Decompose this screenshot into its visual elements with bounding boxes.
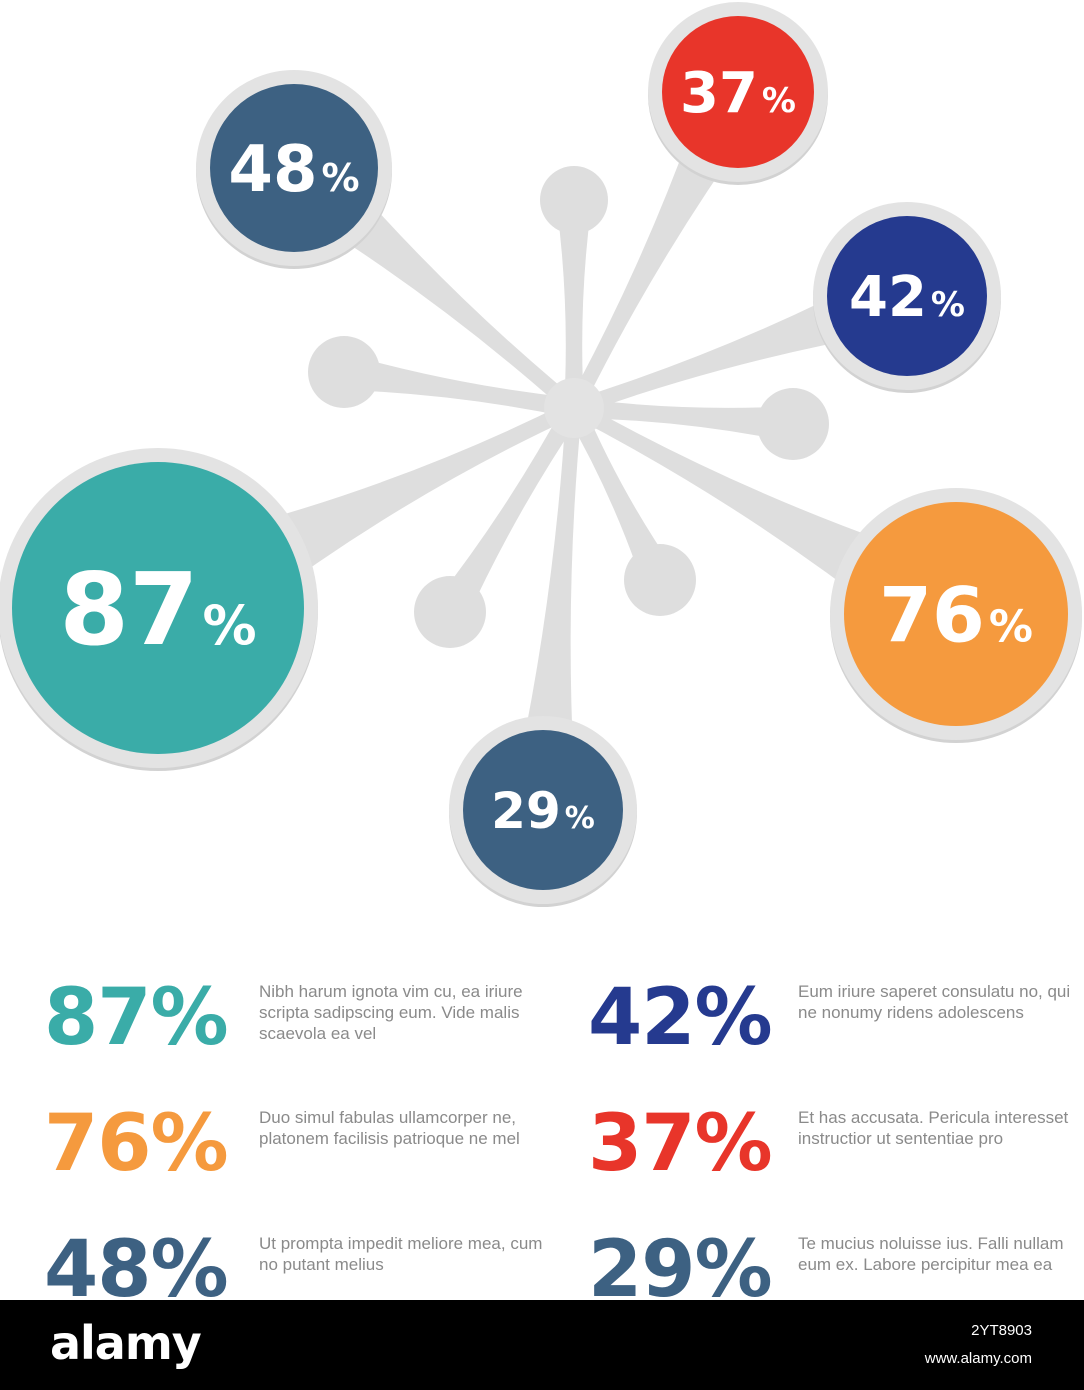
- bubble-value: 42: [849, 265, 927, 330]
- bubble-value: 37: [680, 61, 758, 126]
- knob: [414, 576, 486, 648]
- bubble-value: 48: [228, 133, 317, 207]
- bubble-label: 42%: [849, 265, 965, 330]
- knob: [757, 388, 829, 460]
- stat-value: 48%: [44, 1225, 229, 1315]
- alamy-logo: alamy: [50, 1316, 202, 1370]
- bubble-value: 29: [491, 782, 561, 840]
- bubble-value: 87: [59, 551, 198, 668]
- bubble-unit: %: [565, 801, 595, 836]
- knob-stem: [434, 402, 583, 622]
- knob-stem: [573, 398, 795, 442]
- bubble-label: 76%: [879, 570, 1033, 659]
- watermark-footer: alamy 2YT8903 www.alamy.com: [0, 1300, 1084, 1390]
- stat-value: 87%: [44, 973, 229, 1063]
- bubbles: 48 %37 %42 %87% 76%29%: [0, 2, 1082, 907]
- stat-description: Et has accusata. Pericula interesset ins…: [798, 1108, 1069, 1148]
- stat-description: Ut prompta impedit meliore mea, cum no p…: [259, 1234, 543, 1274]
- knob: [308, 336, 380, 408]
- image-id: 2YT8903: [971, 1322, 1032, 1339]
- stat-value: 76%: [44, 1099, 229, 1189]
- bubble-fill: [827, 216, 987, 376]
- stat-value: 37%: [588, 1099, 773, 1189]
- stat-description: Te mucius noluisse ius. Falli nullam eum…: [798, 1234, 1064, 1274]
- bubble-29: 29%: [449, 716, 637, 907]
- bubble-76: 76%: [830, 488, 1082, 743]
- knob: [540, 166, 608, 234]
- bubble-unit: %: [321, 156, 359, 200]
- knob: [624, 544, 696, 616]
- bubble-fill: [844, 502, 1068, 726]
- bubble-unit: %: [931, 285, 965, 325]
- bubble-fill: [210, 84, 378, 252]
- bubble-87: 87%: [0, 448, 318, 771]
- bubble-label: 37%: [680, 61, 796, 126]
- site-url: www.alamy.com: [924, 1350, 1032, 1367]
- bubble-unit: %: [989, 601, 1033, 652]
- network-diagram: 48 %37 %42 %87% 76%29%: [0, 2, 1082, 907]
- bubble-label: 87%: [59, 551, 256, 668]
- bubble-fill: [662, 16, 814, 168]
- stat-description: Duo simul fabulas ullamcorper ne, platon…: [259, 1108, 520, 1148]
- bubble-label: 29%: [491, 782, 595, 840]
- stat-value: 42%: [588, 973, 773, 1063]
- bubble-42: 42%: [813, 202, 1001, 393]
- bubble-48: 48%: [196, 70, 392, 269]
- knob-stem: [556, 200, 592, 408]
- bubble-fill: [463, 730, 623, 890]
- bubble-unit: %: [203, 594, 257, 657]
- knob-stem: [341, 354, 576, 418]
- bubble-fill: [12, 462, 304, 754]
- stat-description: Eum iriure saperet consulatu no, qui ne …: [798, 982, 1071, 1022]
- bubble-stem: [509, 407, 582, 813]
- bubble-unit: %: [762, 81, 796, 121]
- bubble-37: 37%: [648, 2, 828, 185]
- hub: [544, 378, 604, 438]
- knob-stem: [565, 403, 677, 589]
- stat-value: 29%: [588, 1225, 773, 1315]
- stat-description: Nibh harum ignota vim cu, ea iriure scri…: [259, 982, 523, 1043]
- bubble-value: 76: [879, 570, 985, 659]
- bubble-label: 48%: [228, 133, 359, 207]
